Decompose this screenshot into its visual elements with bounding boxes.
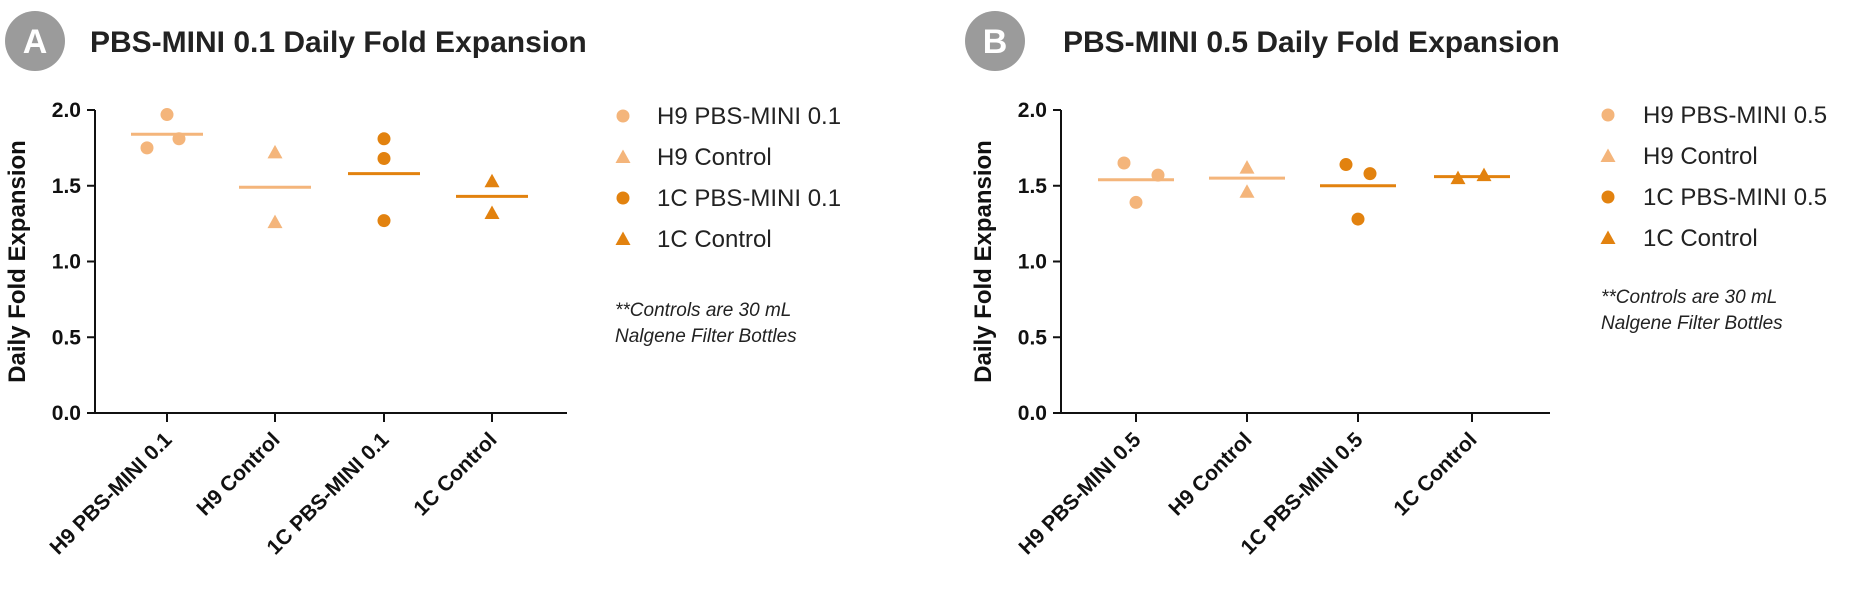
chart-panel-b: B PBS-MINI 0.5 Daily Fold Expansion 0.0 0.5… bbox=[965, 11, 1827, 559]
legend-label: 1C PBS-MINI 0.5 bbox=[1643, 184, 1827, 211]
legend-marker bbox=[1600, 230, 1616, 244]
data-point bbox=[484, 205, 500, 220]
legend-marker bbox=[1601, 190, 1615, 204]
data-point bbox=[1151, 168, 1165, 182]
data-point bbox=[140, 141, 154, 155]
chart-panel-a: A PBS-MINI 0.1 Daily Fold Expansion 0.0 0.5… bbox=[4, 11, 841, 559]
x-tick-label: 1C Control bbox=[1389, 428, 1481, 520]
legend-label: 1C Control bbox=[657, 226, 772, 253]
x-tick-label: 1C PBS-MINI 0.5 bbox=[1237, 428, 1368, 559]
x-tick-label: H9 Control bbox=[192, 428, 284, 520]
data-point bbox=[377, 214, 391, 228]
data-point bbox=[1129, 195, 1143, 209]
data-point bbox=[267, 144, 283, 159]
legend-marker bbox=[615, 231, 631, 245]
y-axis-title: Daily Fold Expansion bbox=[4, 140, 31, 383]
legend-marker bbox=[616, 109, 630, 123]
legend-label: H9 Control bbox=[1643, 143, 1758, 170]
y-axis-title: Daily Fold Expansion bbox=[970, 140, 997, 383]
data-point bbox=[1239, 184, 1255, 198]
y-tick-label: 1.5 bbox=[52, 175, 82, 198]
chart-title: PBS-MINI 0.5 Daily Fold Expansion bbox=[1063, 26, 1560, 59]
data-point bbox=[377, 132, 391, 146]
legend-marker bbox=[1601, 108, 1615, 122]
y-tick-label: 1.0 bbox=[52, 251, 81, 274]
data-point bbox=[1450, 170, 1466, 185]
data-point bbox=[1363, 167, 1377, 181]
legend-label: 1C PBS-MINI 0.1 bbox=[657, 185, 841, 212]
panel-badge-letter: A bbox=[23, 23, 48, 61]
y-tick-label: 0.0 bbox=[52, 402, 81, 425]
x-tick-label: H9 Control bbox=[1164, 428, 1256, 520]
panel-badge bbox=[965, 11, 1025, 71]
y-tick-label: 0.0 bbox=[1018, 402, 1047, 425]
x-tick-label: 1C PBS-MINI 0.1 bbox=[263, 428, 394, 559]
chart-note: **Controls are 30 mL bbox=[1601, 287, 1777, 308]
panel-badge bbox=[5, 11, 65, 71]
legend-marker bbox=[1600, 148, 1616, 162]
data-point bbox=[377, 151, 391, 165]
legend-label: 1C Control bbox=[1643, 225, 1758, 252]
y-tick-label: 2.0 bbox=[1018, 99, 1047, 122]
data-point bbox=[267, 214, 283, 229]
data-point bbox=[1117, 156, 1131, 170]
y-tick-label: 1.5 bbox=[1018, 175, 1048, 198]
x-tick-label: H9 PBS-MINI 0.5 bbox=[1015, 428, 1146, 559]
legend-marker bbox=[615, 149, 631, 163]
y-tick-label: 0.5 bbox=[52, 326, 82, 349]
data-point bbox=[1476, 167, 1492, 182]
x-tick-label: 1C Control bbox=[409, 428, 501, 520]
chart-note: Nalgene Filter Bottles bbox=[615, 326, 797, 347]
y-tick-label: 2.0 bbox=[52, 99, 81, 122]
legend-label: H9 PBS-MINI 0.1 bbox=[657, 103, 841, 130]
data-point bbox=[1239, 160, 1255, 174]
legend-label: H9 PBS-MINI 0.5 bbox=[1643, 102, 1827, 129]
data-point bbox=[172, 132, 186, 146]
y-tick-label: 1.0 bbox=[1018, 251, 1047, 274]
data-point bbox=[160, 108, 174, 122]
data-point bbox=[484, 173, 500, 188]
chart-note: Nalgene Filter Bottles bbox=[1601, 313, 1783, 334]
chart-note: **Controls are 30 mL bbox=[615, 300, 791, 321]
legend-label: H9 Control bbox=[657, 144, 772, 171]
y-tick-label: 0.5 bbox=[1018, 326, 1048, 349]
panel-badge-letter: B bbox=[983, 23, 1008, 61]
chart-title: PBS-MINI 0.1 Daily Fold Expansion bbox=[90, 26, 587, 59]
x-tick-label: H9 PBS-MINI 0.1 bbox=[46, 428, 177, 559]
data-point bbox=[1351, 212, 1365, 226]
legend-marker bbox=[616, 191, 630, 205]
data-point bbox=[1339, 158, 1353, 172]
